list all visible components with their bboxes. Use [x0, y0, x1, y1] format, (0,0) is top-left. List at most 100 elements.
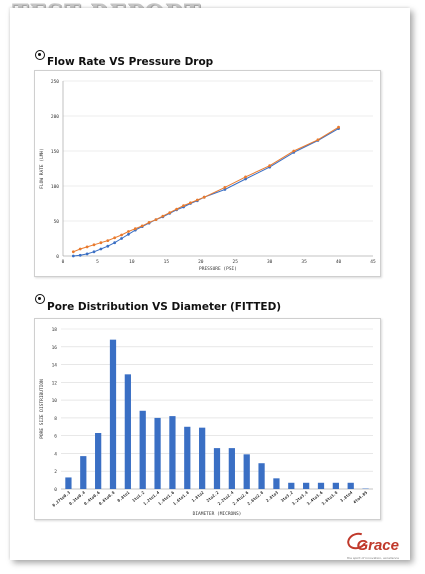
section-bullet-icon	[35, 50, 45, 60]
y-axis-label: FLOW RATE (LMH)	[39, 148, 45, 189]
series-1-point	[85, 252, 89, 256]
bar	[332, 482, 339, 489]
x-tick-label: 15	[164, 259, 170, 265]
y-axis-label: PORE SIZE DISTRIBUTION	[39, 379, 45, 439]
series-2-point	[316, 138, 320, 142]
bar	[228, 448, 235, 489]
x-tick-label: 25	[233, 259, 239, 265]
x-tick-label: 4to4.05	[352, 490, 369, 505]
logo-tagline: the spirit of innovation, excellence	[347, 556, 399, 560]
x-tick-label: 40	[336, 259, 342, 265]
bar	[169, 416, 176, 489]
x-tick-label: 20	[198, 259, 204, 265]
bar	[95, 433, 102, 489]
series-2-point	[147, 221, 151, 224]
x-tick-label: 2.6to2.8	[246, 490, 264, 507]
bar	[65, 477, 72, 489]
chart1-heading: Flow Rate VS Pressure Drop	[47, 56, 214, 68]
section-bullet-icon	[35, 294, 45, 304]
x-axis-label: PRESSURE (PSI)	[199, 266, 237, 272]
x-tick-label: 0.8to1	[116, 490, 131, 503]
bar	[243, 454, 250, 489]
y-tick-label: 0	[54, 487, 57, 493]
x-axis-label: DIAMETER (MICRONS)	[193, 511, 242, 517]
series-2-point	[113, 236, 117, 240]
series-2-point	[161, 214, 165, 218]
series-2-point	[292, 149, 296, 153]
series-2-point	[195, 198, 199, 202]
y-tick-label: 0	[56, 254, 59, 260]
series-2-point	[99, 241, 103, 245]
series-2-point	[133, 227, 137, 231]
series-2-point	[175, 207, 179, 211]
series-2-point	[182, 204, 185, 208]
y-tick-label: 14	[52, 363, 58, 369]
series-2-point	[106, 239, 110, 243]
bar	[273, 478, 280, 489]
series-2-point	[78, 247, 82, 251]
y-tick-label: 50	[54, 219, 60, 225]
bar	[303, 482, 310, 489]
chart2-frame: 0 2 4 6 8 10 12 14 16 18 PORE SIZE DISTRIBUTION DIA…	[34, 318, 381, 520]
x-tick-label: 1.8to2	[190, 490, 205, 503]
y-tick-label: 16	[52, 345, 58, 351]
series-1-point	[244, 177, 247, 181]
series-2-line	[73, 126, 339, 253]
y-tick-label: 100	[51, 184, 59, 190]
bar	[288, 482, 295, 489]
x-tick-label: 10	[129, 259, 135, 265]
series-1-point	[223, 188, 227, 191]
bar	[124, 374, 131, 489]
series-2-point	[140, 224, 144, 228]
x-tick-label: 3.6to3.8	[321, 490, 339, 507]
bar	[139, 410, 146, 489]
y-tick-label: 18	[52, 327, 58, 333]
x-tick-label: 30	[267, 259, 273, 265]
bar	[258, 463, 265, 489]
chart1-frame: 0 50 100 150 200 250 0 5 10 15 20 25 30 35 40 45 PRESSUR…	[34, 70, 381, 277]
y-tick-label: 150	[51, 149, 59, 155]
series-2-point	[189, 201, 192, 205]
series-1-point	[78, 253, 82, 257]
x-tick-label: 5	[96, 259, 99, 265]
series-2-point	[202, 195, 206, 199]
bar	[154, 417, 161, 489]
x-tick-label: 0.6to0.8	[98, 490, 116, 507]
y-tick-label: 6	[54, 434, 57, 440]
series-2-point	[127, 230, 130, 233]
series-1-point	[113, 241, 117, 245]
series-1-point	[120, 237, 123, 240]
series-2-point	[71, 250, 75, 254]
y-tick-label: 10	[52, 398, 58, 404]
y-tick-label: 4	[54, 451, 57, 457]
x-tick-label: 1.6to1.8	[172, 490, 190, 507]
series-2-point	[168, 211, 172, 215]
x-tick-label: 35	[301, 259, 307, 265]
series-2-point	[120, 233, 123, 237]
series-1-point	[71, 254, 75, 258]
series-2-point	[154, 218, 158, 222]
series-1-point	[127, 232, 130, 236]
x-tick-label: 2.8to3	[265, 490, 280, 503]
bar	[109, 339, 117, 489]
y-tick-label: 250	[51, 79, 59, 85]
bar	[199, 427, 206, 489]
bar	[184, 426, 191, 489]
y-tick-label: 12	[52, 380, 58, 386]
series-1-line	[73, 128, 339, 257]
flow-rate-chart: 0 50 100 150 200 250 0 5 10 15 20 25 30 35 40 45 PRESSUR…	[39, 79, 376, 272]
series-2-point	[223, 186, 227, 189]
series-1-point	[99, 247, 103, 251]
bar	[213, 448, 221, 489]
series-1-point	[92, 250, 96, 254]
series-2-point	[92, 243, 96, 247]
pore-distribution-chart: 0 2 4 6 8 10 12 14 16 18 PORE SIZE DISTRIBUTION DIA…	[39, 327, 373, 517]
series-2-point	[337, 125, 340, 129]
bar	[317, 482, 325, 489]
y-tick-label: 2	[54, 469, 57, 475]
series-1-point	[106, 244, 110, 248]
series-2-point	[268, 164, 272, 168]
chart2-heading: Pore Distribution VS Diameter (FITTED)	[47, 301, 282, 313]
y-tick-label: 200	[51, 114, 59, 120]
y-tick-label: 8	[54, 416, 57, 422]
